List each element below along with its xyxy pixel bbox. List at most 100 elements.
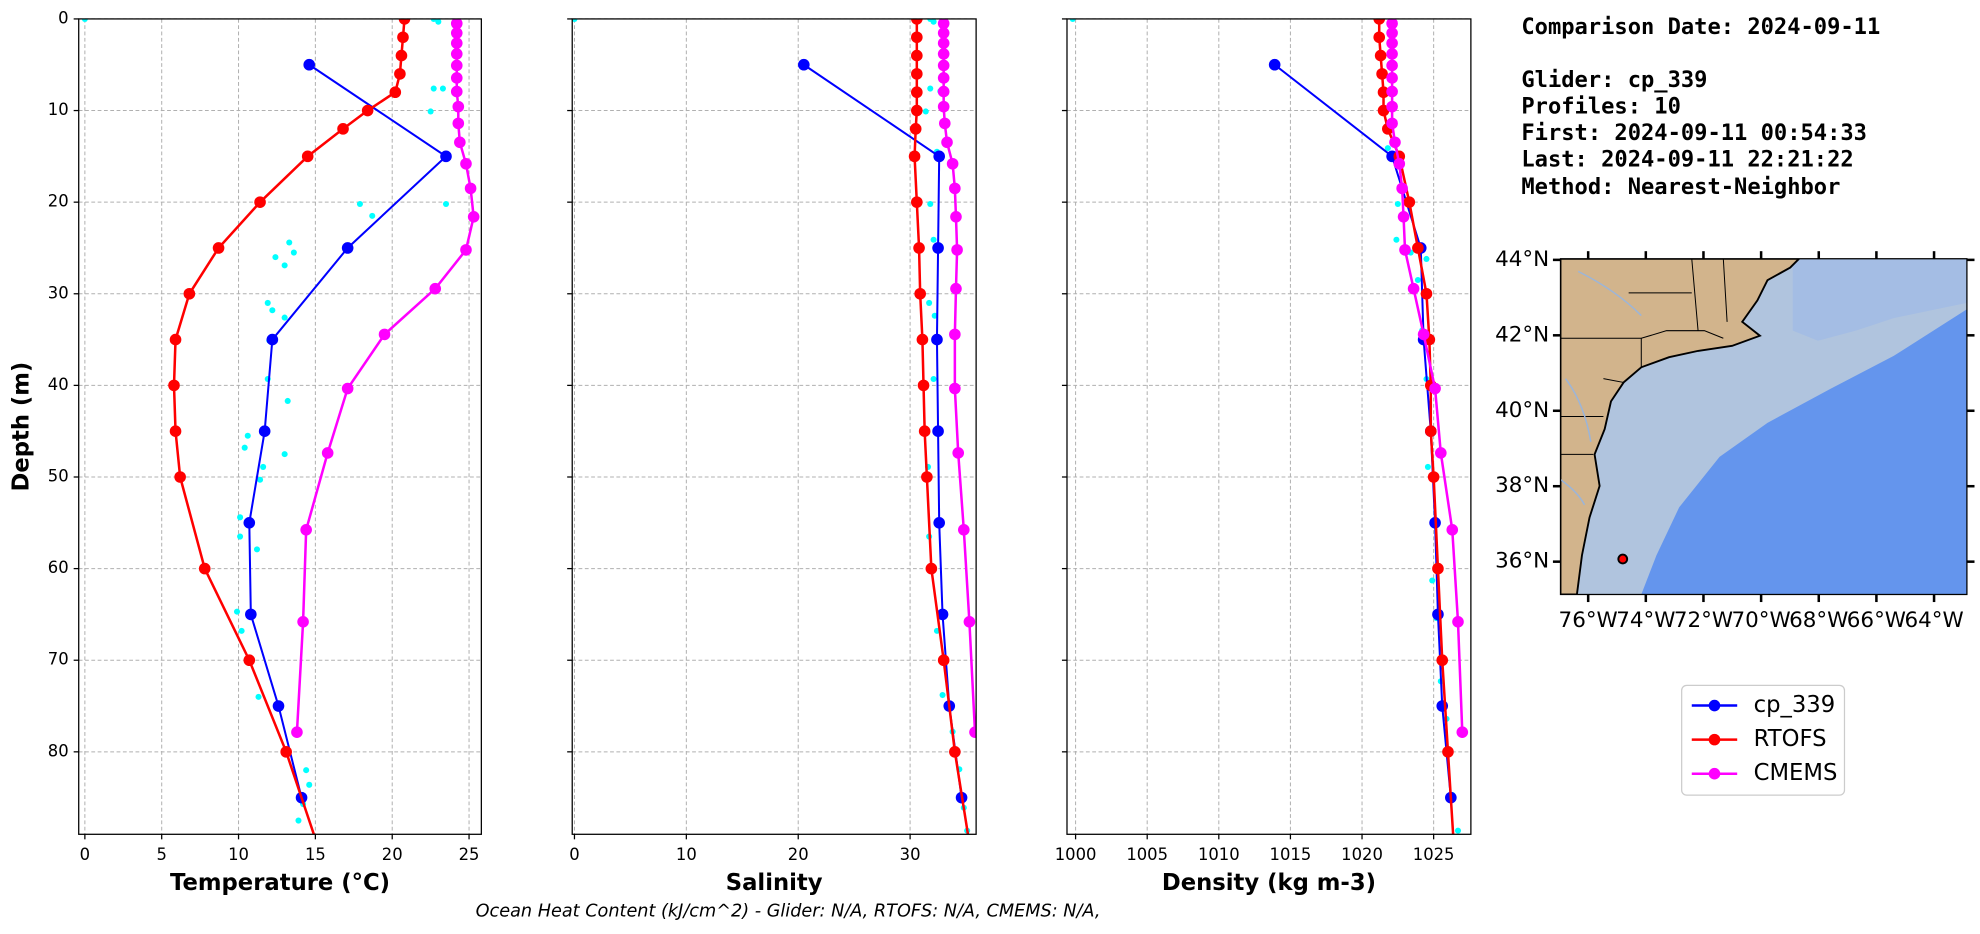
profile-point bbox=[450, 59, 463, 72]
profile-point bbox=[454, 136, 466, 149]
profile-point bbox=[914, 287, 926, 300]
profile-point bbox=[243, 654, 256, 667]
profile-point bbox=[297, 616, 309, 628]
profile-point bbox=[933, 516, 946, 529]
map-borders bbox=[1560, 258, 1728, 455]
profile-point bbox=[1435, 447, 1447, 459]
y-tick-label: 0 bbox=[58, 8, 68, 27]
profile-line bbox=[295, 23, 475, 733]
raw-point bbox=[930, 236, 937, 243]
profile-point bbox=[394, 68, 406, 80]
profile-point bbox=[1393, 157, 1406, 170]
profile-point bbox=[1427, 471, 1440, 483]
profile-line bbox=[248, 63, 448, 798]
raw-point bbox=[244, 432, 251, 439]
x-axis-label: Temperature (°C) bbox=[170, 870, 390, 896]
glider-location bbox=[1617, 553, 1629, 565]
profile-point bbox=[911, 196, 923, 208]
profile-point bbox=[1268, 58, 1281, 71]
raw-point bbox=[1424, 463, 1431, 470]
raw-point bbox=[939, 692, 946, 699]
info-line: Last: 2024-09-11 22:21:22 bbox=[1521, 147, 1853, 172]
profile-point bbox=[911, 31, 923, 44]
axes-frame bbox=[571, 18, 977, 835]
raw-point bbox=[356, 200, 363, 208]
raw-point bbox=[253, 546, 261, 553]
lon-tick-label: 68°W bbox=[1789, 608, 1848, 633]
x-tick-label: 20 bbox=[788, 845, 809, 864]
profile-point bbox=[1386, 59, 1398, 72]
lon-tick-label: 74°W bbox=[1616, 608, 1675, 633]
profile-point bbox=[949, 328, 961, 341]
y-tick-label: 50 bbox=[48, 466, 69, 485]
profile-point bbox=[911, 86, 923, 99]
profile-point bbox=[937, 27, 950, 39]
profile-point bbox=[1386, 18, 1398, 30]
profile-point bbox=[949, 382, 961, 395]
profile-point bbox=[243, 516, 256, 529]
profile-point bbox=[1456, 726, 1469, 738]
profile-point bbox=[913, 242, 925, 254]
y-tick-label: 20 bbox=[48, 192, 69, 211]
profile-point bbox=[937, 37, 950, 49]
profile-point bbox=[169, 333, 182, 346]
profile-point bbox=[1412, 242, 1424, 254]
legend-marker bbox=[1708, 699, 1721, 712]
profile-point bbox=[932, 242, 944, 254]
profile-point bbox=[798, 58, 810, 71]
lat-tick-label: 42°N bbox=[1495, 322, 1549, 347]
profile-point bbox=[937, 85, 950, 98]
profile-point bbox=[1374, 49, 1387, 62]
x-tick-label: 15 bbox=[305, 845, 326, 864]
profile-point bbox=[337, 123, 349, 135]
profile-point bbox=[1436, 654, 1449, 667]
profile-point bbox=[950, 211, 962, 223]
profile-point bbox=[1432, 608, 1444, 621]
profile-point bbox=[941, 136, 953, 149]
legend-marker bbox=[1708, 767, 1721, 780]
profile-point bbox=[946, 157, 959, 170]
x-tick-label: 0 bbox=[80, 845, 90, 864]
profile-point bbox=[460, 244, 472, 256]
raw-point bbox=[1393, 236, 1400, 243]
raw-point bbox=[281, 314, 288, 321]
profile-point bbox=[937, 72, 950, 84]
profile-point bbox=[361, 104, 374, 117]
profile-point bbox=[937, 100, 950, 113]
lon-tick-label: 76°W bbox=[1559, 608, 1618, 633]
raw-point bbox=[303, 767, 310, 774]
profile-point bbox=[1373, 31, 1386, 44]
profile-point bbox=[300, 523, 312, 536]
plot-area bbox=[81, 18, 480, 835]
raw-point bbox=[81, 18, 88, 22]
profile-point bbox=[280, 746, 292, 758]
raw-point bbox=[238, 627, 245, 634]
axes-frame bbox=[78, 18, 482, 835]
x-tick-label: 1025 bbox=[1413, 845, 1455, 864]
profile-point bbox=[909, 123, 922, 135]
y-tick-label: 30 bbox=[48, 283, 69, 302]
profile-point bbox=[1446, 523, 1459, 536]
map-rivers bbox=[1560, 270, 1642, 506]
profile-point bbox=[911, 68, 923, 80]
caption: Ocean Heat Content (kJ/cm^2) - Glider: N… bbox=[476, 901, 1101, 921]
profile-line bbox=[172, 18, 406, 835]
profile-point bbox=[1373, 18, 1386, 25]
profile-point bbox=[1417, 328, 1430, 341]
profile-point bbox=[951, 244, 963, 256]
profile-point bbox=[911, 18, 923, 25]
raw-point bbox=[286, 239, 293, 246]
legend-label: CMEMS bbox=[1754, 760, 1838, 786]
profile-point bbox=[212, 242, 225, 254]
profile-point bbox=[341, 242, 354, 254]
info-line: First: 2024-09-11 00:54:33 bbox=[1521, 121, 1867, 146]
profile-point bbox=[916, 333, 929, 346]
lat-tick-label: 38°N bbox=[1495, 473, 1549, 498]
profile-point bbox=[321, 447, 334, 459]
axes-frame bbox=[1066, 18, 1472, 835]
profile-point bbox=[925, 562, 938, 575]
lon-tick-label: 72°W bbox=[1674, 608, 1733, 633]
profile-point bbox=[1424, 425, 1437, 437]
profile-point bbox=[450, 37, 463, 49]
